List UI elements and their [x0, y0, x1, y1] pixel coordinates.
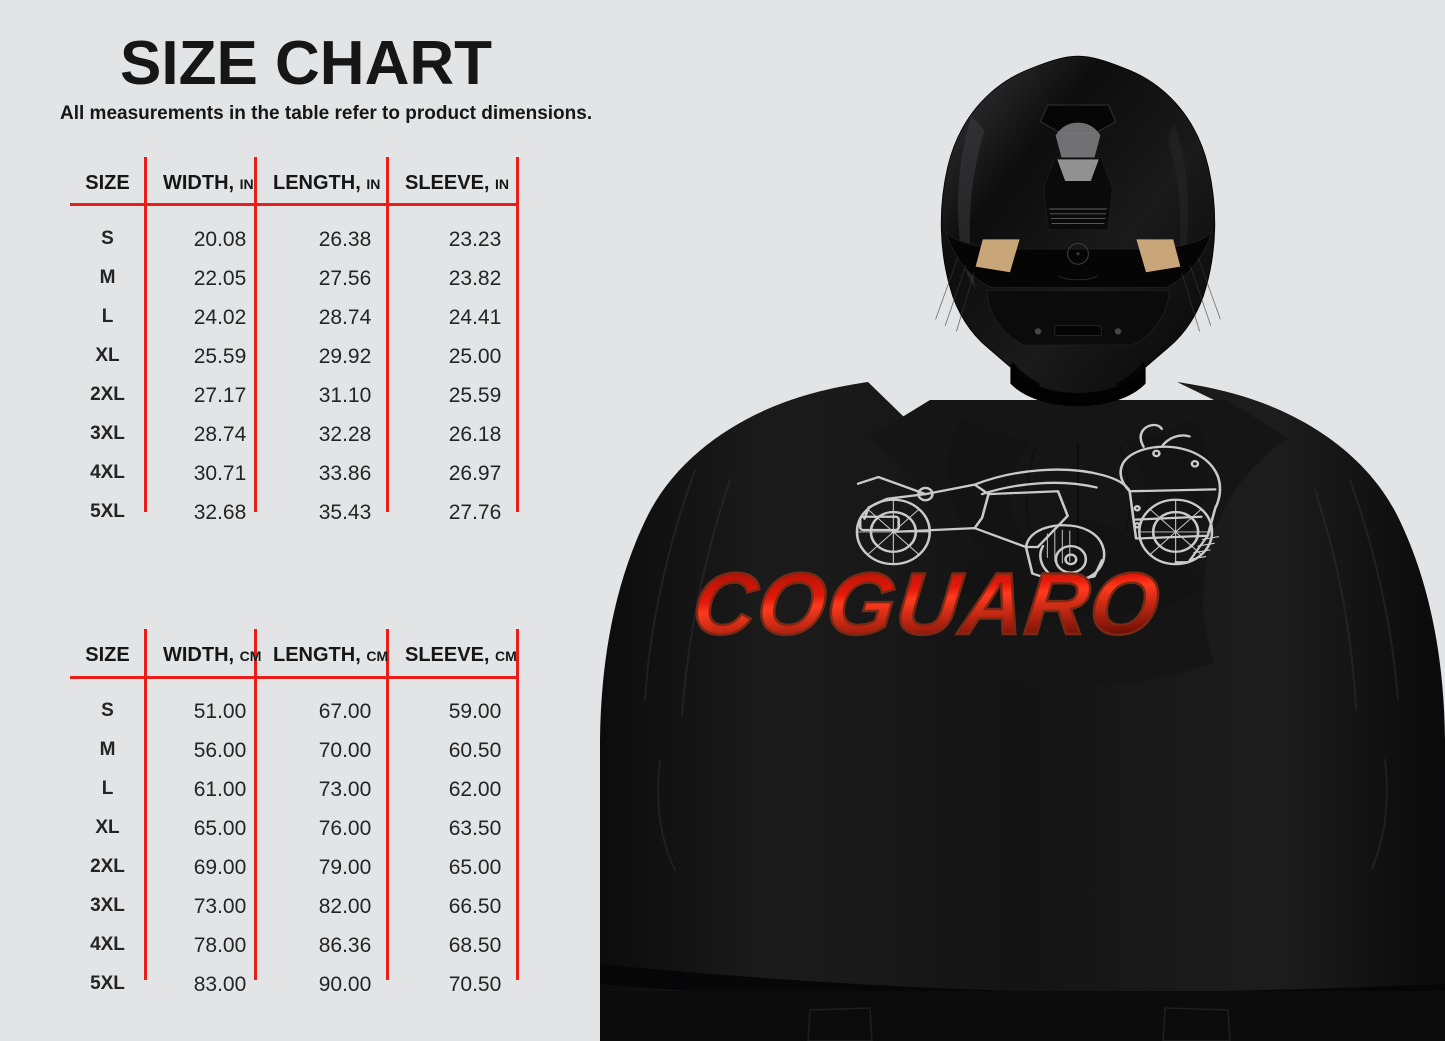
svg-text:COGUARO: COGUARO: [688, 554, 1165, 653]
